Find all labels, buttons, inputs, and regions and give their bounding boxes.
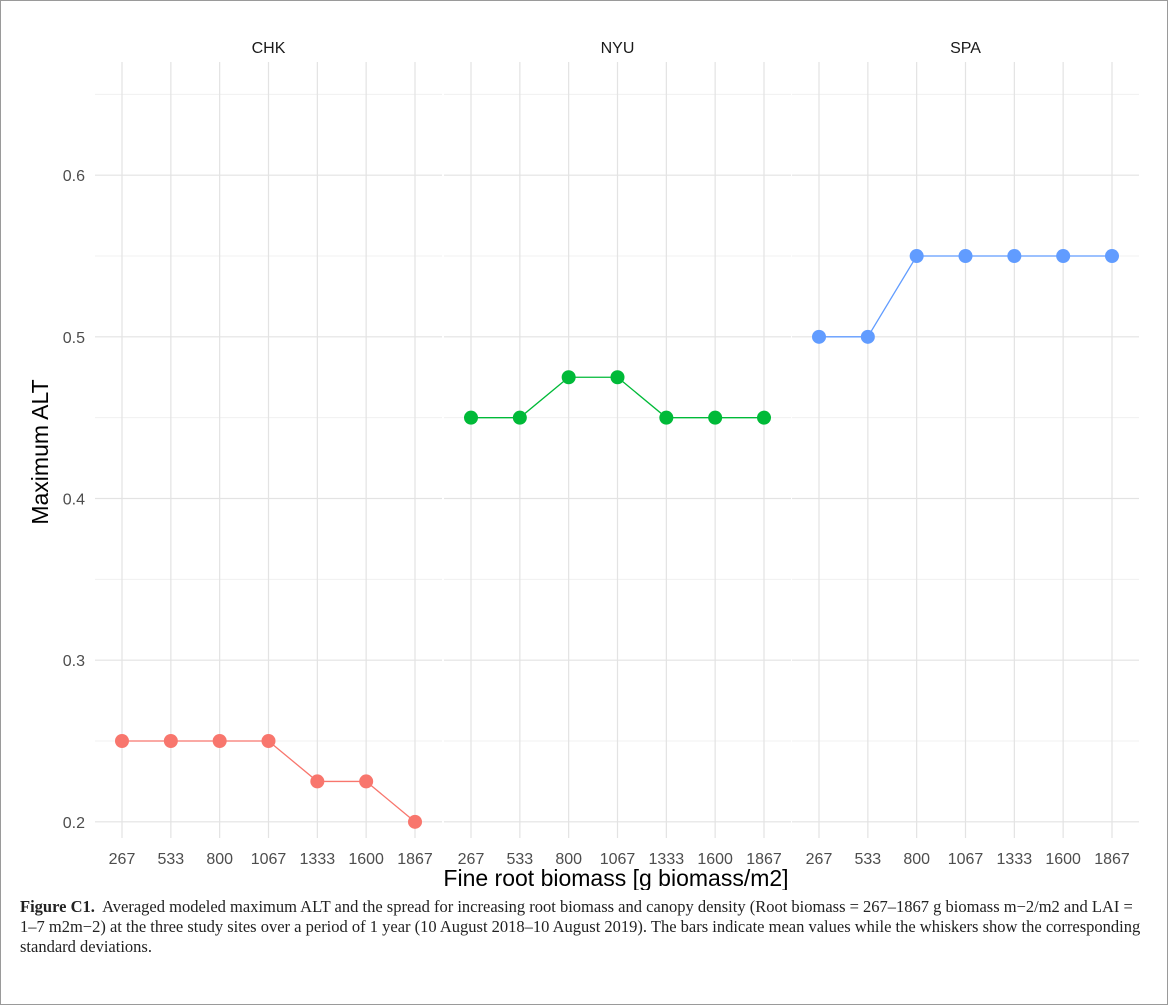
data-point-chk (212, 734, 227, 748)
facet-label-nyu: NYU (601, 40, 635, 57)
figure-caption: Figure C1. Averaged modeled maximum ALT … (20, 897, 1150, 957)
data-point-nyu (610, 370, 625, 385)
x-tick-label: 267 (806, 851, 833, 868)
y-tick-label: 0.4 (63, 492, 85, 509)
x-tick-label: 533 (506, 851, 533, 868)
data-point-chk (359, 774, 374, 789)
x-tick-label: 800 (555, 851, 582, 868)
x-tick-label: 1600 (697, 851, 733, 868)
data-point-nyu (659, 410, 674, 425)
x-tick-label: 1867 (1094, 851, 1130, 868)
x-axis-tick-labels: 267 533 800 1067 1333 1600 1867 267 533 800 1067 13… (109, 851, 1130, 868)
x-tick-label: 800 (206, 851, 233, 868)
data-point-chk (310, 774, 325, 789)
x-tick-label: 1333 (649, 851, 685, 868)
x-tick-label: 800 (903, 851, 930, 868)
x-tick-label: 1600 (1045, 851, 1081, 868)
x-tick-label: 267 (458, 851, 485, 868)
faceted-line-chart: CHK NYU SPA 0.2 0.3 0.4 0.5 0.6 267 533 800 1067 1… (27, 40, 1139, 890)
x-tick-label: 1600 (348, 851, 384, 868)
caption-label: Figure C1. (20, 897, 95, 916)
data-point-spa (1056, 249, 1071, 263)
facet-strip-labels: CHK NYU SPA (252, 40, 982, 57)
data-point-spa (860, 329, 875, 344)
caption-text: Averaged modeled maximum ALT and the spr… (20, 897, 1141, 956)
gridlines (95, 62, 1139, 838)
data-point-spa (1105, 249, 1119, 263)
x-tick-label: 1867 (397, 851, 433, 868)
data-point-nyu (464, 410, 478, 425)
data-point-nyu (561, 370, 576, 385)
y-tick-label: 0.5 (63, 330, 85, 347)
x-tick-label: 1867 (746, 851, 782, 868)
data-point-chk (115, 734, 129, 748)
x-tick-label: 267 (109, 851, 136, 868)
facet-label-chk: CHK (252, 40, 286, 57)
x-tick-label: 533 (854, 851, 881, 868)
x-tick-label: 533 (157, 851, 184, 868)
data-point-nyu (757, 410, 771, 425)
data-point-spa (1007, 249, 1022, 263)
x-axis-title: Fine root biomass [g biomass/m2] (443, 865, 788, 890)
y-tick-label: 0.2 (63, 815, 85, 832)
x-tick-label: 1067 (251, 851, 287, 868)
data-point-nyu (512, 410, 527, 425)
x-tick-label: 1067 (600, 851, 636, 868)
x-tick-label: 1067 (948, 851, 984, 868)
data-point-chk (261, 734, 276, 748)
x-tick-label: 1333 (300, 851, 336, 868)
y-tick-label: 0.6 (63, 168, 85, 185)
data-point-spa (812, 329, 826, 344)
data-point-spa (909, 249, 924, 263)
y-axis-tick-labels: 0.2 0.3 0.4 0.5 0.6 (63, 168, 85, 832)
data-point-nyu (708, 410, 723, 425)
data-point-spa (958, 249, 973, 263)
x-tick-label: 1333 (997, 851, 1033, 868)
facet-label-spa: SPA (950, 40, 981, 57)
data-point-chk (163, 734, 178, 748)
series-lines (115, 249, 1119, 829)
data-point-chk (408, 814, 422, 829)
y-tick-label: 0.3 (63, 653, 85, 670)
y-axis-title: Maximum ALT (27, 379, 53, 524)
